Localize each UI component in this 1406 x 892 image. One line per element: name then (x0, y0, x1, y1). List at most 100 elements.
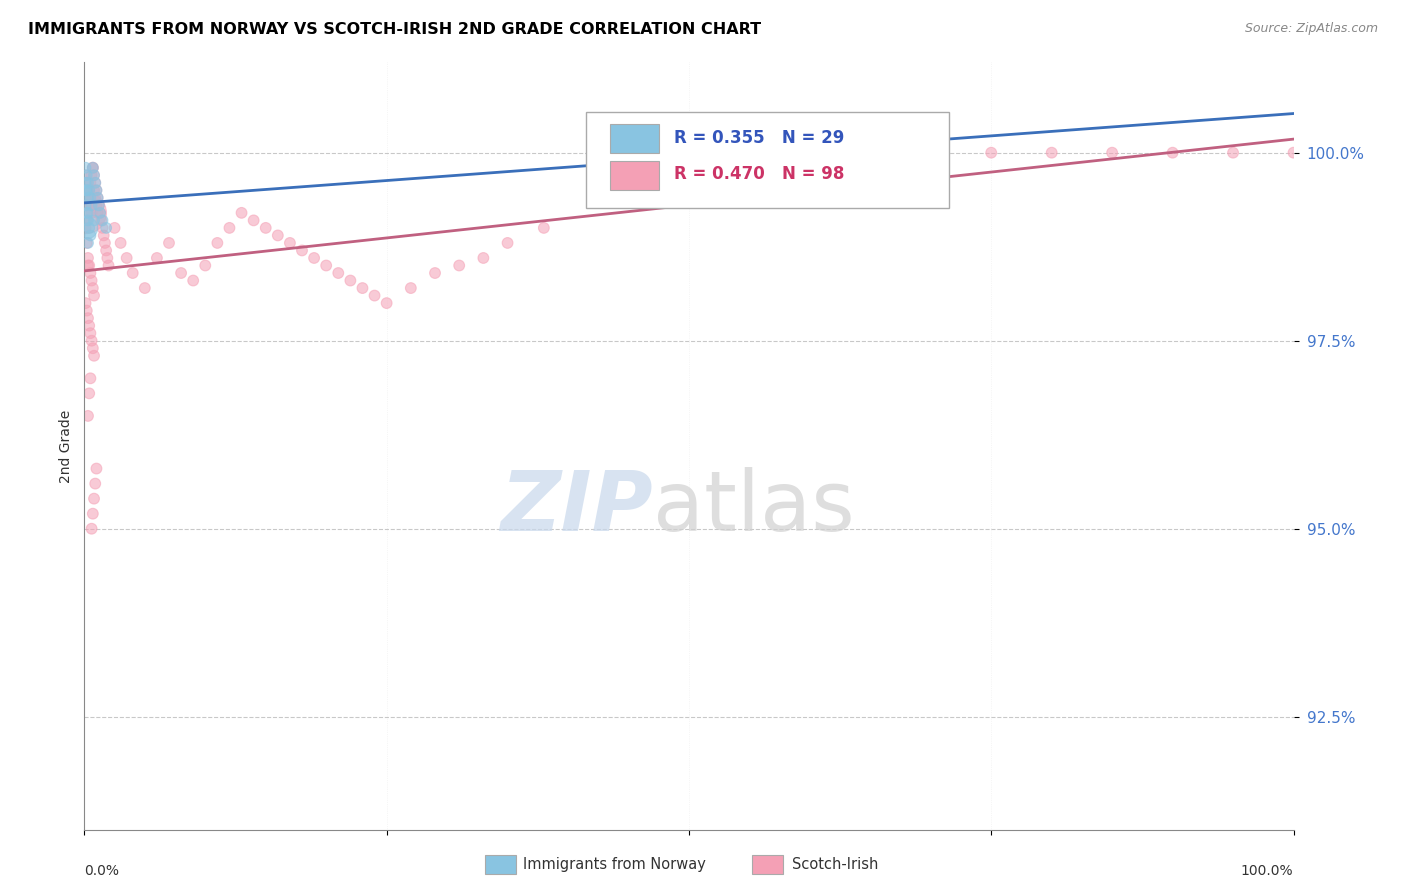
Point (77, 220, 100, 235)
Point (920, 145, 942, 160)
Point (77, 251, 100, 265)
Point (80, 168, 103, 182)
Point (94, 235, 117, 250)
Point (207, 235, 229, 250)
Text: Immigrants from Norway: Immigrants from Norway (523, 857, 706, 871)
Point (302, 251, 325, 265)
Point (77, 235, 100, 250)
Text: R = 0.470   N = 98: R = 0.470 N = 98 (675, 165, 845, 184)
Point (449, 259, 471, 273)
Point (83, 288, 105, 302)
Point (77, 176, 100, 190)
Point (77, 183, 100, 197)
Point (86, 461, 108, 475)
Point (77, 206, 100, 220)
Point (110, 235, 132, 250)
Point (79, 228, 101, 243)
Text: 0.0%: 0.0% (84, 864, 120, 878)
Point (84, 476, 107, 491)
Point (533, 220, 555, 235)
Point (82, 281, 104, 295)
Point (89, 206, 111, 220)
Point (86, 191, 108, 205)
Text: Source: ZipAtlas.com: Source: ZipAtlas.com (1244, 22, 1378, 36)
Point (83, 168, 105, 182)
Point (91, 220, 114, 235)
Point (76, 206, 98, 220)
Point (79, 198, 101, 212)
Point (77, 259, 100, 273)
Point (738, 145, 761, 160)
Point (94, 244, 117, 258)
Point (423, 266, 446, 280)
Point (80, 206, 103, 220)
Point (1161, 145, 1184, 160)
Point (79, 266, 101, 280)
Point (242, 213, 264, 227)
Point (80, 334, 103, 348)
Point (86, 191, 108, 205)
Point (75, 206, 97, 220)
Point (86, 206, 108, 220)
Point (77, 183, 100, 197)
Point (80, 274, 103, 288)
Point (170, 266, 193, 280)
Point (496, 235, 519, 250)
Point (86, 183, 108, 197)
Point (231, 206, 253, 220)
Point (93, 228, 115, 243)
Point (1040, 145, 1063, 160)
Point (91, 213, 114, 227)
Point (97, 259, 120, 273)
Point (96, 251, 118, 265)
Text: ZIP: ZIP (501, 467, 652, 548)
Point (291, 244, 314, 258)
Point (79, 371, 101, 385)
Point (1101, 145, 1123, 160)
Text: IMMIGRANTS FROM NORWAY VS SCOTCH-IRISH 2ND GRADE CORRELATION CHART: IMMIGRANTS FROM NORWAY VS SCOTCH-IRISH 2… (28, 22, 761, 37)
Point (77, 409, 100, 423)
Point (104, 220, 127, 235)
Point (82, 341, 104, 355)
Point (267, 228, 290, 243)
Point (218, 220, 240, 235)
Point (75, 296, 97, 310)
Point (76, 183, 98, 197)
Point (75, 220, 97, 235)
Point (76, 235, 98, 250)
Point (83, 213, 105, 227)
Point (76, 168, 98, 182)
Point (89, 206, 111, 220)
Point (146, 251, 169, 265)
Point (90, 213, 112, 227)
Point (84, 191, 107, 205)
Point (76, 198, 98, 212)
Text: atlas: atlas (652, 467, 855, 548)
Point (77, 183, 100, 197)
Point (121, 266, 143, 280)
Point (738, 145, 761, 160)
Point (76, 213, 98, 227)
Text: 100.0%: 100.0% (1241, 864, 1294, 878)
Point (315, 259, 337, 273)
Point (352, 281, 374, 295)
FancyBboxPatch shape (586, 112, 949, 208)
Point (77, 311, 100, 326)
Text: Scotch-Irish: Scotch-Irish (792, 857, 877, 871)
Point (87, 198, 110, 212)
Point (77, 259, 100, 273)
Point (80, 198, 103, 212)
Point (254, 220, 277, 235)
Point (1222, 145, 1244, 160)
Point (83, 491, 105, 506)
Point (328, 266, 350, 280)
Point (79, 326, 101, 341)
Point (82, 507, 104, 521)
Text: R = 0.355   N = 29: R = 0.355 N = 29 (675, 128, 845, 146)
Point (77, 191, 100, 205)
Point (375, 296, 398, 310)
Point (75, 161, 97, 175)
Point (75, 176, 97, 190)
Point (980, 145, 1002, 160)
Point (363, 288, 385, 302)
